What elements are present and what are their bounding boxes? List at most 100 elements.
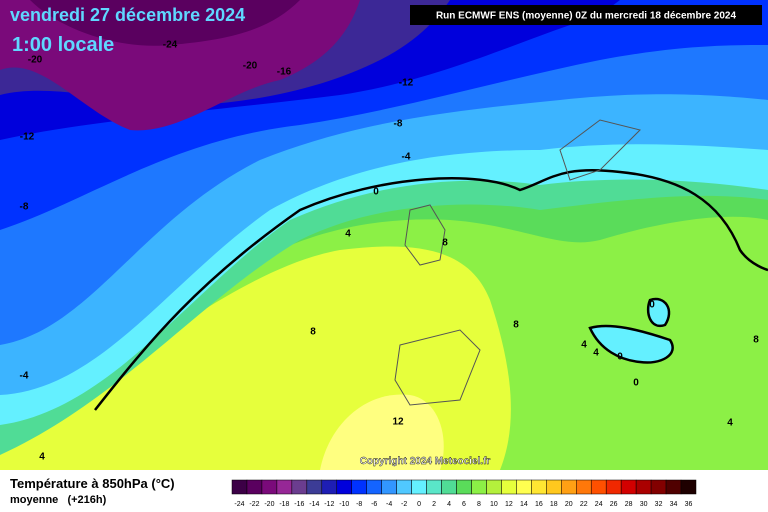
colorbar-swatch <box>576 479 592 495</box>
contour-label: -8 <box>20 202 29 213</box>
contour-label: 4 <box>593 348 599 359</box>
colorbar-swatch <box>650 479 667 495</box>
contour-label: 0 <box>373 187 379 198</box>
colorbar-swatch <box>366 479 382 495</box>
zero-contour <box>94 168 768 411</box>
colorbar-label: -8 <box>356 501 362 508</box>
colorbar-swatch <box>306 479 323 495</box>
colorbar-swatch <box>590 479 607 495</box>
colorbar-swatch <box>276 479 293 495</box>
colorbar-swatch <box>605 479 622 495</box>
map: -24-20-20-16-12-12-8-40-84888-4412000444… <box>0 0 768 470</box>
contour-label: -12 <box>20 132 35 143</box>
colorbar-swatch <box>336 479 352 495</box>
colorbar-label: 2 <box>432 501 436 508</box>
copyright: Copyright 2024 Meteociel.fr <box>360 456 491 467</box>
contour-label: -16 <box>277 67 292 78</box>
colorbar-swatch <box>531 479 547 495</box>
colorbar-label: 34 <box>670 501 678 508</box>
colorbar-label: -22 <box>249 501 259 508</box>
colorbar-label: 24 <box>595 501 603 508</box>
contour-label: -24 <box>163 40 178 51</box>
colorbar-label: 6 <box>462 501 466 508</box>
colorbar-label: 16 <box>535 501 543 508</box>
colorbar-label: -16 <box>294 501 304 508</box>
zero-contour-balkans <box>588 324 674 364</box>
colorbar-swatch <box>471 479 487 495</box>
colorbar-swatch <box>411 479 427 495</box>
legend-subtitle: moyenne (+216h) <box>10 494 107 506</box>
colorbar-label: 26 <box>610 501 618 508</box>
contour-label: 8 <box>753 335 759 346</box>
contour-label: -20 <box>28 55 43 66</box>
colorbar: -24 -22 -20 -18 -16 -14 -12 -10 -8 -6 -4 -2 0 2 4 6 8 10 1… <box>231 479 697 508</box>
colorbar-label: -6 <box>371 501 377 508</box>
contour-label: 8 <box>442 238 448 249</box>
colorbar-label: 14 <box>520 501 528 508</box>
run-box <box>410 5 762 25</box>
colorbar-swatch <box>396 479 412 495</box>
colorbar-label: 32 <box>655 501 663 508</box>
colorbar-label: 18 <box>550 501 558 508</box>
colorbar-swatch <box>381 479 397 495</box>
contour-label: 8 <box>310 327 316 338</box>
colorbar-label: -24 <box>234 501 244 508</box>
contour-label: -8 <box>394 119 403 130</box>
contour-label: 0 <box>633 378 639 389</box>
contour-label: 4 <box>581 340 587 351</box>
colorbar-swatch <box>456 479 472 495</box>
contour-label: 8 <box>513 320 519 331</box>
field-14 <box>320 394 444 470</box>
colorbar-label: 20 <box>565 501 573 508</box>
colorbar-label: -10 <box>339 501 349 508</box>
contour-label: 4 <box>727 418 733 429</box>
contour-label: 0 <box>617 352 623 363</box>
colorbar-swatch <box>665 479 682 495</box>
colorbar-label: 36 <box>685 501 693 508</box>
colorbar-swatch <box>546 479 562 495</box>
colorbar-label: 4 <box>447 501 451 508</box>
colorbar-label: -12 <box>324 501 334 508</box>
contour-label: -20 <box>243 61 258 72</box>
legend-title: Température à 850hPa (°C) <box>10 476 175 491</box>
field-m24 <box>30 0 300 46</box>
colorbar-swatch <box>246 479 263 495</box>
colorbar-label: 12 <box>505 501 513 508</box>
subtitle: 1:00 locale <box>12 34 114 56</box>
contour-label: 12 <box>392 417 404 428</box>
colorbar-swatch <box>486 479 502 495</box>
coastline <box>394 119 641 406</box>
colorbar-swatch <box>351 479 367 495</box>
colorbar-swatch <box>231 479 248 495</box>
colorbar-label: 30 <box>640 501 648 508</box>
colorbar-swatch <box>635 479 652 495</box>
colorbar-label: -20 <box>264 501 274 508</box>
colorbar-label: -4 <box>386 501 392 508</box>
colorbar-label: 10 <box>490 501 498 508</box>
colorbar-swatch <box>680 479 697 495</box>
contour-label: -4 <box>402 152 411 163</box>
title: vendredi 27 décembre 2024 <box>10 5 245 25</box>
contour-label: -4 <box>20 371 29 382</box>
colorbar-swatch <box>426 479 442 495</box>
colorbar-swatch <box>516 479 532 495</box>
colorbar-label: -2 <box>401 501 407 508</box>
contour-labels: -24-20-20-16-12-12-8-40-84888-4412000444… <box>20 40 760 463</box>
colorbar-swatch <box>291 479 308 495</box>
contour-label: 4 <box>39 452 45 463</box>
run-info: Run ECMWF ENS (moyenne) 0Z du mercredi 1… <box>436 11 737 22</box>
colorbar-swatch <box>441 479 457 495</box>
colorbar-label: 22 <box>580 501 588 508</box>
colorbar-swatch <box>261 479 278 495</box>
colorbar-label: 8 <box>477 501 481 508</box>
colorbar-label: 28 <box>625 501 633 508</box>
colorbar-swatch <box>321 479 338 495</box>
colorbar-label: 0 <box>417 501 421 508</box>
colorbar-swatch <box>620 479 637 495</box>
colorbar-swatch <box>501 479 517 495</box>
zero-contour-carpathians <box>646 297 671 328</box>
contour-label: 0 <box>649 300 655 311</box>
contour-label: -12 <box>399 78 414 89</box>
colorbar-label: -14 <box>309 501 319 508</box>
